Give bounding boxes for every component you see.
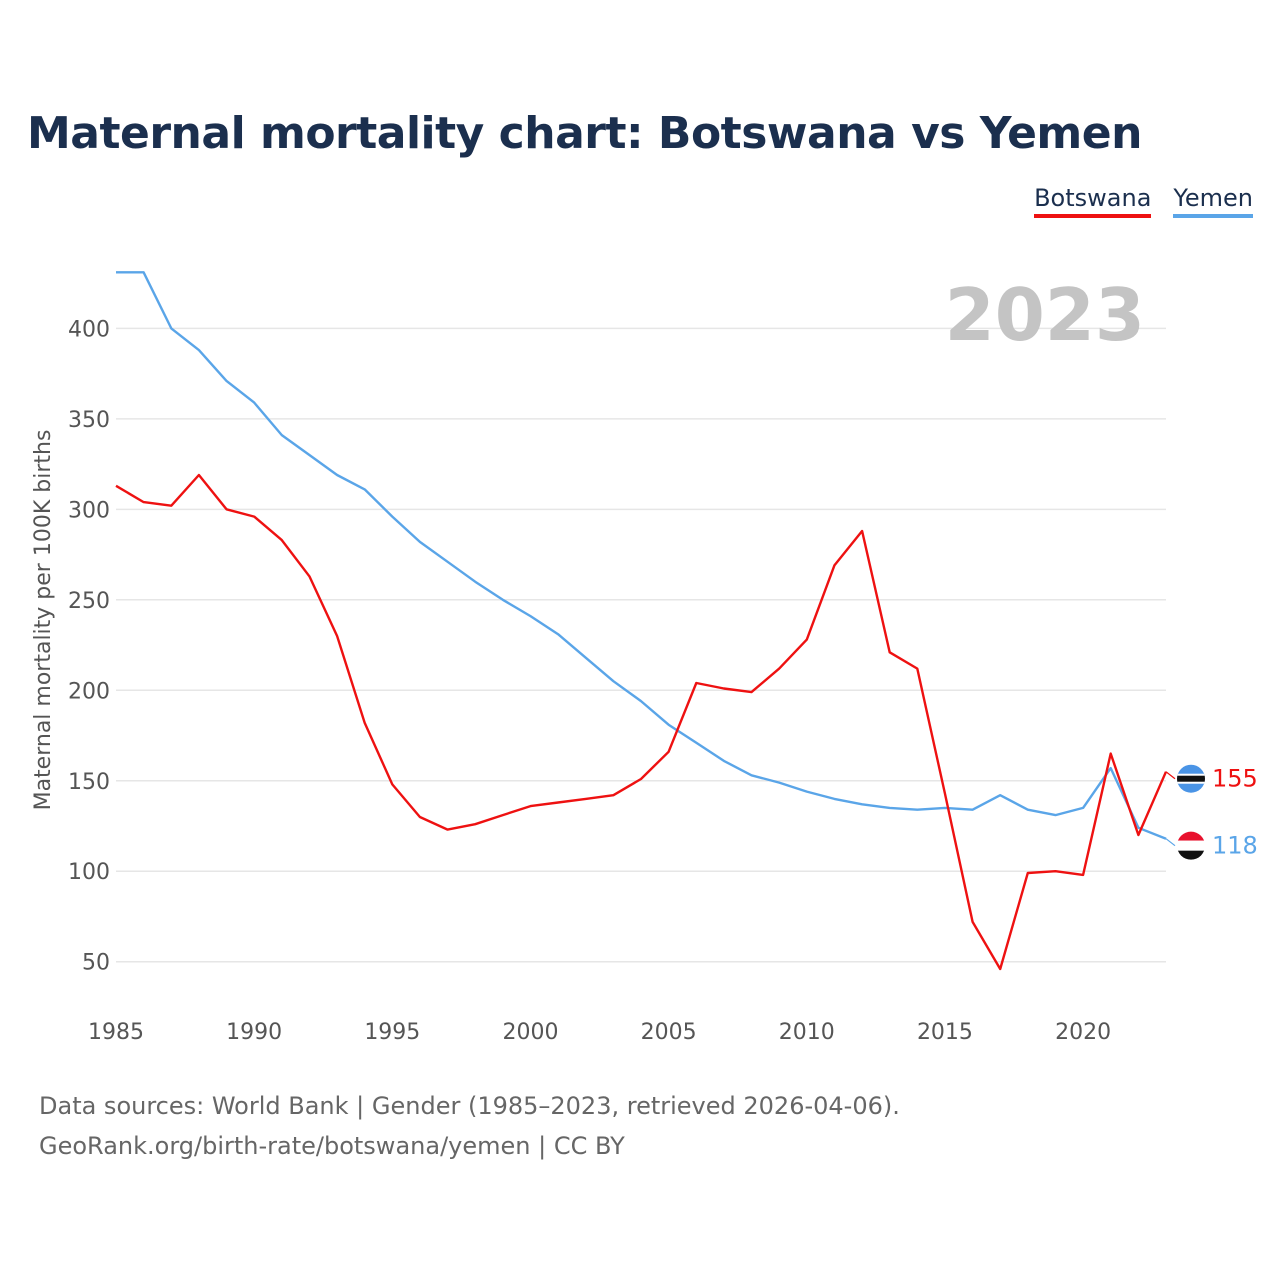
y-tick-label: 50 <box>82 951 110 976</box>
legend-swatch-yemen <box>1173 214 1253 218</box>
x-tick-label: 1995 <box>364 1020 420 1045</box>
y-axis-ticks: 50 100 150 200 250 300 350 400 <box>68 317 110 975</box>
legend-swatch-botswana <box>1034 214 1152 218</box>
y-tick-label: 200 <box>68 679 110 704</box>
year-watermark: 2023 <box>945 273 1145 357</box>
series-line-yemen[interactable] <box>116 271 1167 840</box>
y-tick-label: 250 <box>68 589 110 614</box>
data-source-text: Data sources: World Bank | Gender (1985–… <box>39 1092 900 1120</box>
end-value-botswana: 155 <box>1212 765 1258 793</box>
legend-item-yemen[interactable]: Yemen <box>1173 184 1253 220</box>
series-line-botswana[interactable] <box>115 473 1168 971</box>
x-tick-label: 2015 <box>917 1020 973 1045</box>
end-value-yemen: 118 <box>1212 832 1258 860</box>
y-tick-label: 300 <box>68 498 110 523</box>
botswana-flag-icon <box>1177 764 1205 793</box>
grid-lines <box>116 327 1166 963</box>
source-link[interactable]: GeoRank.org/birth-rate/botswana/yemen | … <box>39 1132 625 1160</box>
legend: Botswana Yemen <box>1034 184 1253 220</box>
x-axis-ticks: 1985 1990 1995 2000 2005 2010 2015 2020 <box>88 1020 1111 1045</box>
x-tick-label: 2010 <box>779 1020 835 1045</box>
legend-label-yemen: Yemen <box>1173 184 1253 212</box>
x-tick-label: 2000 <box>502 1020 558 1045</box>
end-connector-botswana <box>1165 771 1176 780</box>
end-connector-yemen <box>1165 838 1176 847</box>
legend-item-botswana[interactable]: Botswana <box>1034 184 1152 220</box>
legend-label-botswana: Botswana <box>1034 184 1152 212</box>
x-tick-label: 2005 <box>641 1020 697 1045</box>
footer: Data sources: World Bank | Gender (1985–… <box>39 1086 900 1166</box>
x-tick-label: 2020 <box>1055 1020 1111 1045</box>
yemen-flag-icon <box>1177 831 1205 860</box>
y-axis-label: Maternal mortality per 100K births <box>31 430 56 811</box>
end-markers: 155 118 <box>1165 764 1258 860</box>
y-tick-label: 100 <box>68 860 110 885</box>
y-tick-label: 150 <box>68 770 110 795</box>
y-tick-label: 350 <box>68 408 110 433</box>
y-tick-label: 400 <box>68 317 110 342</box>
x-tick-label: 1985 <box>88 1020 144 1045</box>
chart-title: Maternal mortality chart: Botswana vs Ye… <box>27 108 1142 159</box>
x-tick-label: 1990 <box>226 1020 282 1045</box>
series-lines <box>115 271 1168 971</box>
